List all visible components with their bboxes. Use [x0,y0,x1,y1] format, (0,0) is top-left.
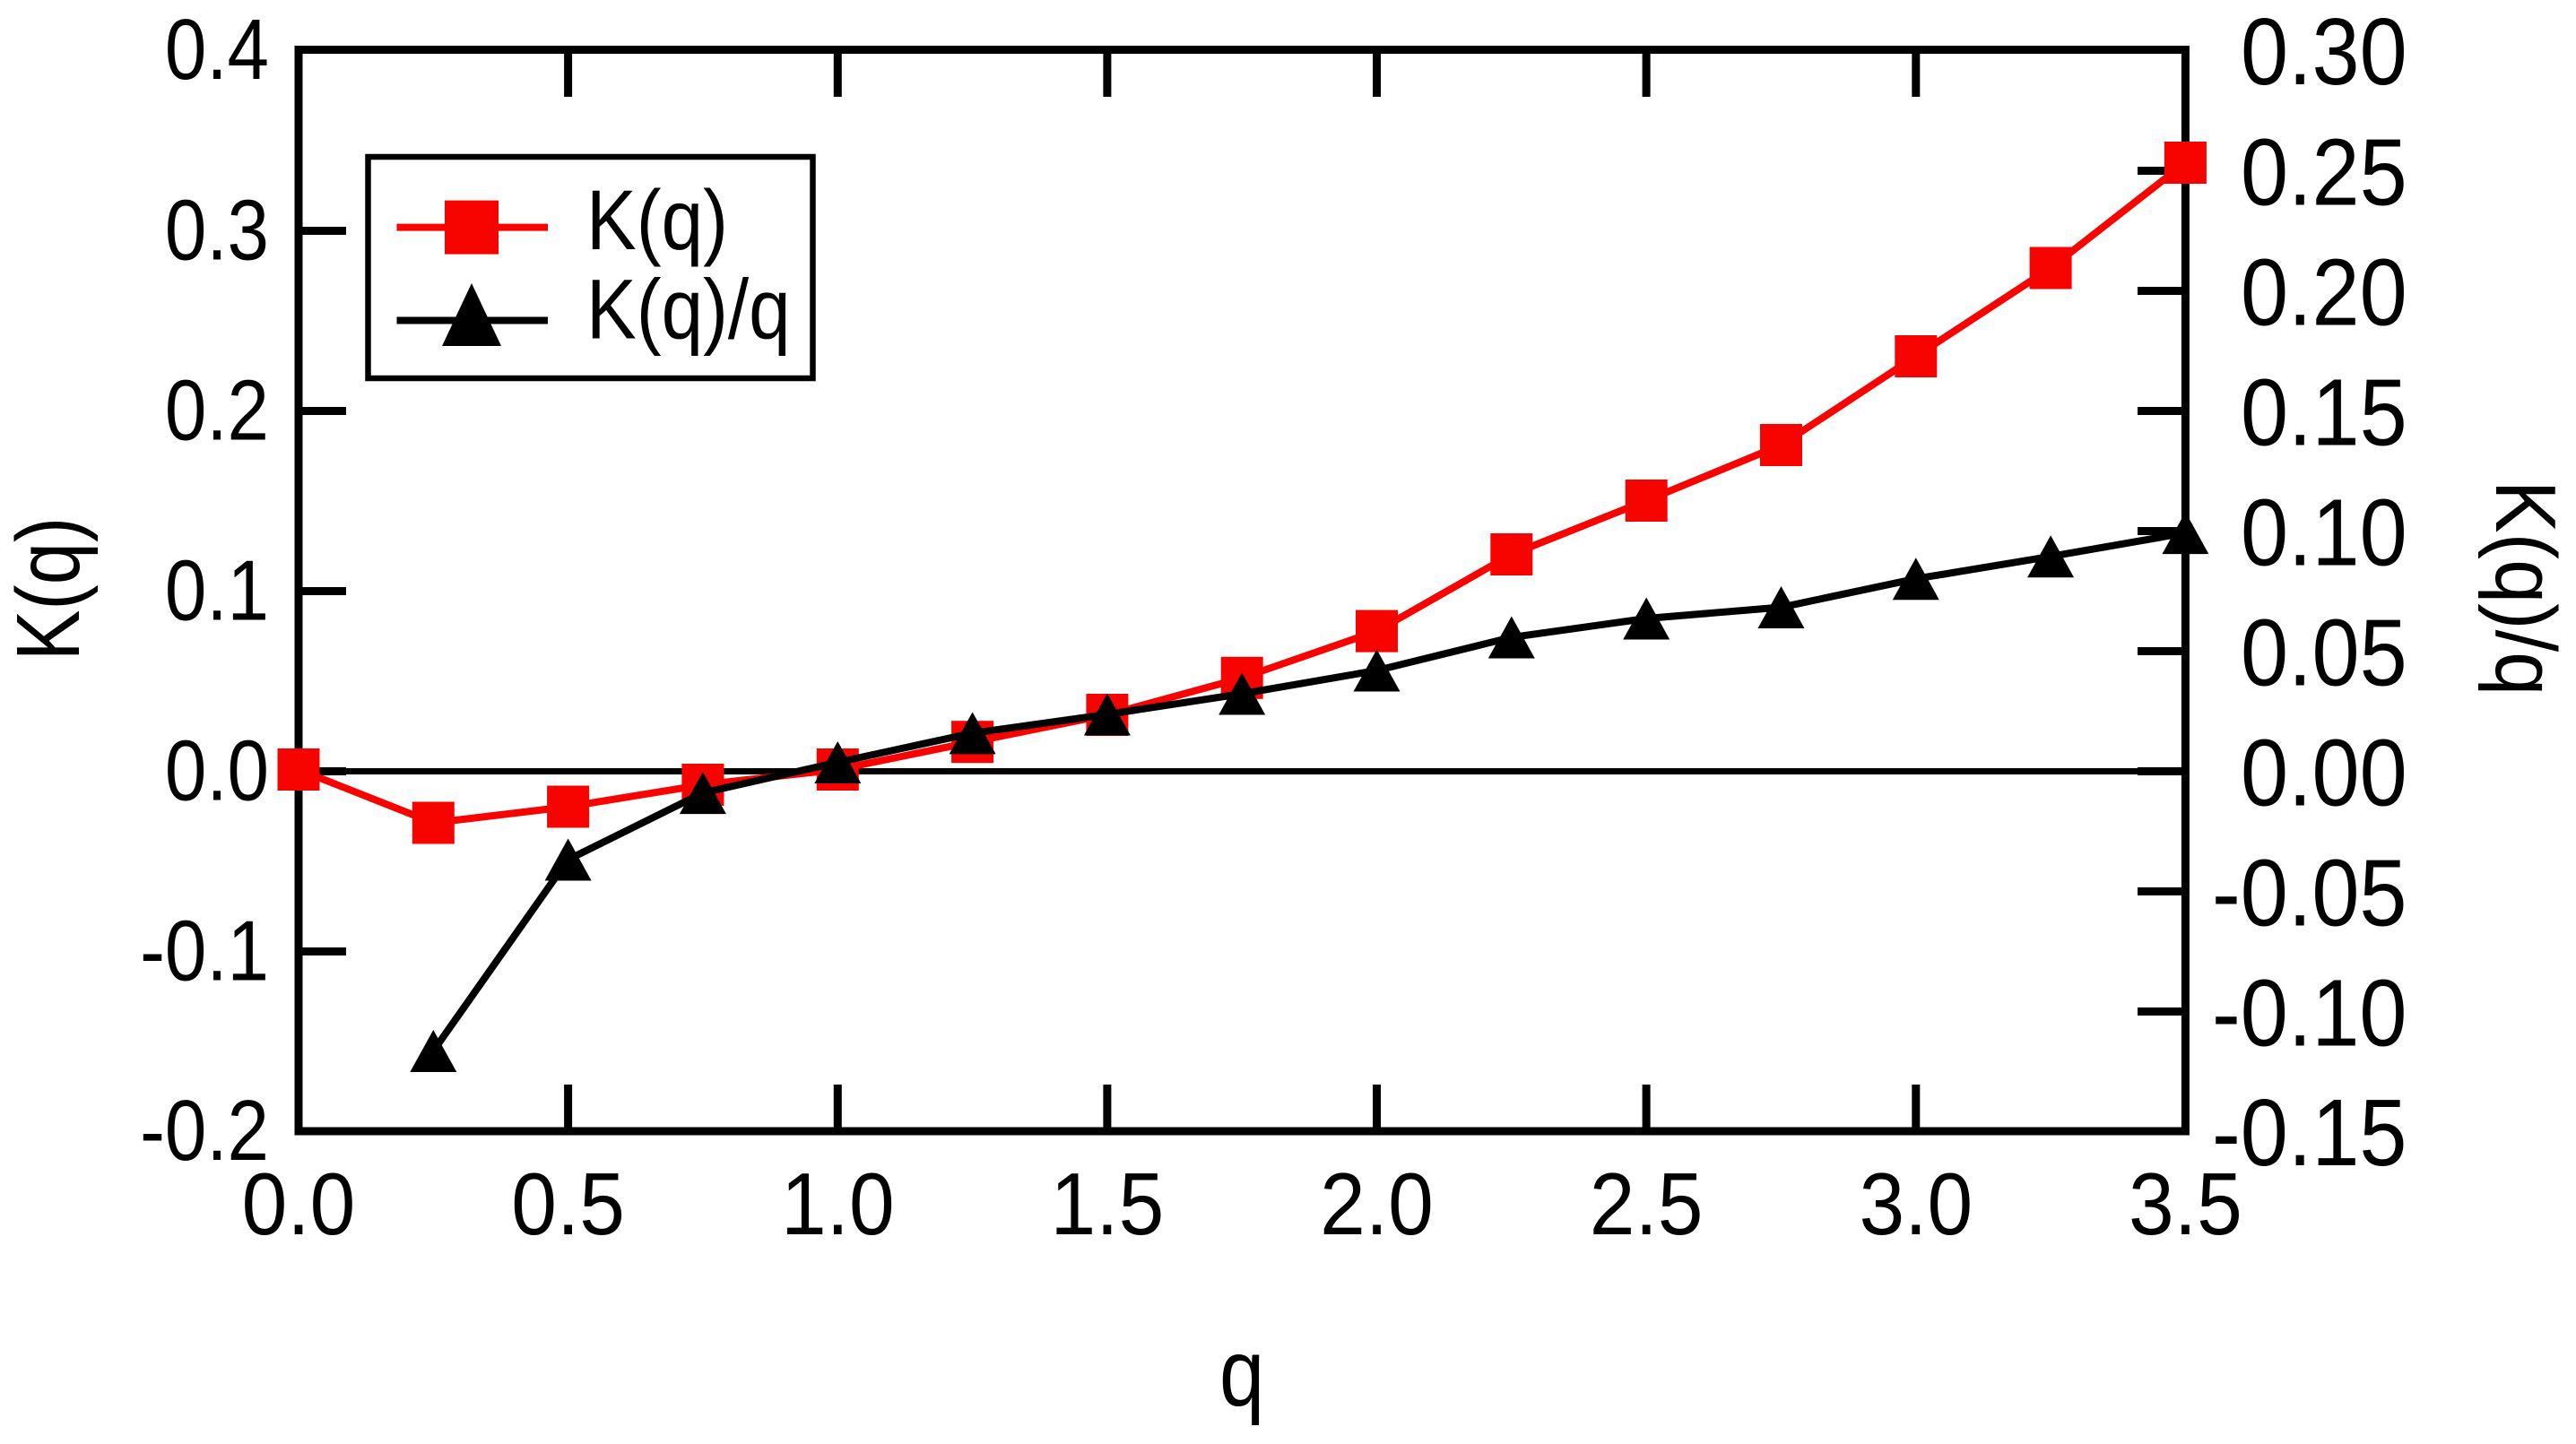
svg-text:-0.2: -0.2 [140,1084,269,1180]
svg-text:0.3: 0.3 [165,183,269,279]
svg-text:0.0: 0.0 [165,723,269,819]
svg-text:1.5: 1.5 [1051,1155,1165,1254]
svg-text:0.15: 0.15 [2241,360,2407,466]
svg-text:0.00: 0.00 [2241,721,2407,826]
svg-text:K(q)/q: K(q)/q [586,262,791,357]
svg-text:q: q [1219,1319,1264,1426]
svg-text:-0.15: -0.15 [2212,1080,2407,1186]
svg-text:0.30: 0.30 [2241,0,2407,105]
svg-text:0.25: 0.25 [2241,120,2407,226]
svg-text:K(q)/q: K(q)/q [2477,480,2573,696]
svg-text:-0.10: -0.10 [2212,961,2407,1067]
svg-text:0.05: 0.05 [2241,601,2407,706]
svg-text:0.2: 0.2 [165,363,269,459]
svg-text:K(q): K(q) [0,517,99,661]
svg-text:0.20: 0.20 [2241,240,2407,346]
svg-text:-0.05: -0.05 [2212,841,2407,947]
svg-text:2.0: 2.0 [1320,1155,1434,1254]
svg-text:0.1: 0.1 [165,543,269,639]
svg-text:3.0: 3.0 [1859,1155,1973,1254]
svg-text:0.4: 0.4 [165,3,269,99]
svg-text:2.5: 2.5 [1590,1155,1704,1254]
svg-text:0.10: 0.10 [2241,480,2407,586]
svg-text:1.0: 1.0 [781,1155,895,1254]
svg-text:3.5: 3.5 [2129,1155,2242,1254]
svg-text:0.0: 0.0 [242,1155,356,1254]
svg-text:-0.1: -0.1 [140,904,269,999]
svg-text:K(q): K(q) [586,172,728,267]
svg-text:0.5: 0.5 [511,1155,625,1254]
